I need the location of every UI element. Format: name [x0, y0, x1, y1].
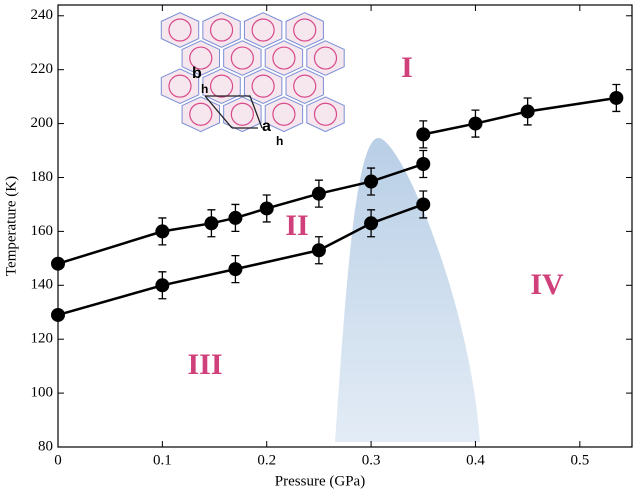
y-tick-label: 120: [31, 331, 54, 347]
molecule: [293, 74, 317, 98]
hexagon: [181, 96, 220, 133]
molecule: [313, 46, 338, 70]
hexagon: [243, 12, 283, 48]
data-point: [364, 216, 379, 231]
phase-label: I: [401, 51, 413, 84]
molecule: [272, 46, 296, 70]
molecule: [168, 74, 192, 98]
inset-lattice: [160, 12, 345, 133]
phase-label: III: [187, 348, 222, 381]
hexagon: [264, 40, 304, 76]
hexagon: [306, 96, 345, 133]
inset-label: b: [192, 65, 202, 82]
hexagon: [306, 40, 345, 76]
hexagon: [264, 96, 304, 133]
inset-label: h: [201, 82, 208, 96]
molecule: [209, 18, 234, 42]
y-tick-label: 140: [31, 277, 54, 293]
data-point: [51, 256, 65, 271]
fit-line: [423, 96, 617, 136]
hexagon: [202, 68, 241, 104]
y-axis-label: Temperature (K): [3, 176, 19, 276]
data-point: [416, 197, 431, 212]
molecule: [168, 18, 192, 42]
phase-label: IV: [530, 268, 564, 301]
y-tick-label: 160: [31, 223, 54, 239]
molecule: [293, 18, 317, 42]
hexagon: [160, 12, 200, 48]
data-point: [51, 307, 65, 322]
y-tick-label: 180: [31, 169, 54, 185]
data-point: [311, 243, 326, 258]
data-point: [155, 224, 170, 239]
hexagon: [285, 12, 324, 48]
hexagon: [181, 40, 220, 76]
lattice-vectors: [204, 95, 263, 129]
molecule: [251, 18, 275, 42]
data-point: [228, 210, 243, 225]
x-tick-label: 0.3: [362, 452, 381, 468]
x-tick-label: 0: [54, 452, 62, 468]
data-point: [416, 127, 431, 142]
x-tick-label: 0.5: [570, 452, 589, 468]
molecule: [230, 102, 254, 126]
x-tick-label: 0.1: [153, 452, 172, 468]
y-tick-label: 100: [31, 385, 54, 401]
inset-label: h: [276, 134, 283, 148]
y-tick-label: 200: [31, 115, 54, 131]
data-point: [228, 262, 243, 277]
inset-label: a: [262, 118, 271, 135]
molecule: [189, 102, 213, 126]
data-point: [520, 104, 535, 119]
fit-line: [57, 162, 424, 265]
plot-frame: [57, 4, 633, 448]
data-point: [416, 157, 431, 172]
molecule: [272, 102, 296, 126]
data-point: [468, 116, 483, 131]
data-point: [155, 278, 170, 293]
y-tick-label: 240: [31, 7, 54, 23]
hexagon: [243, 68, 283, 104]
phase-label: II: [285, 209, 308, 242]
molecule: [230, 46, 254, 70]
hexagon: [202, 12, 241, 48]
molecule: [251, 74, 275, 98]
hexagon: [223, 96, 262, 133]
x-tick-label: 0.2: [257, 452, 276, 468]
data-point: [609, 90, 624, 105]
hexagon: [223, 40, 262, 76]
y-tick-label: 80: [38, 438, 53, 454]
data-point: [311, 186, 326, 201]
data-point: [364, 174, 379, 189]
molecule: [313, 102, 338, 126]
fit-line: [57, 203, 424, 317]
x-tick-label: 0.4: [466, 452, 485, 468]
molecule: [189, 46, 213, 70]
hexagon: [160, 68, 200, 104]
data-point: [204, 216, 219, 231]
data-point: [259, 201, 274, 216]
molecule: [209, 74, 234, 98]
hexagon: [285, 68, 324, 104]
x-axis-label: Pressure (GPa): [275, 473, 365, 489]
y-tick-label: 220: [31, 61, 54, 77]
